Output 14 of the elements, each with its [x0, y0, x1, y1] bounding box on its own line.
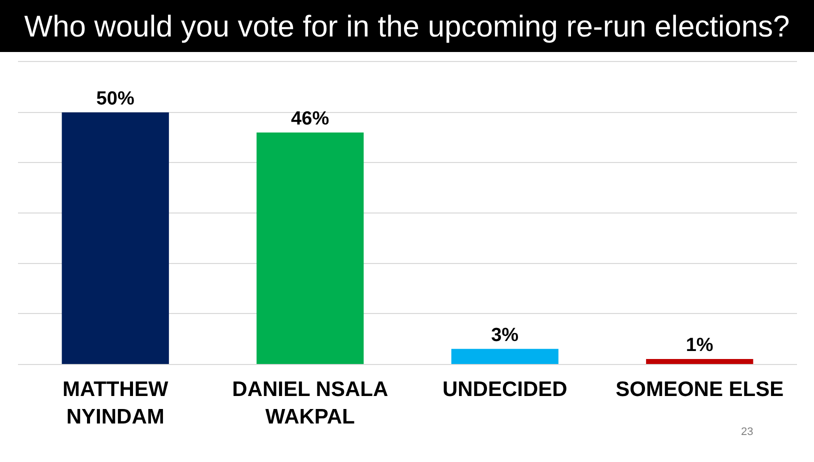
bar — [62, 112, 169, 364]
data-label: 46% — [291, 108, 330, 130]
x-tick-label: UNDECIDED — [442, 378, 568, 402]
bar — [646, 358, 754, 364]
x-tick-label: DANIEL NSALA WAKPAL — [232, 378, 388, 428]
data-label: 50% — [96, 88, 134, 110]
data-label: 1% — [686, 334, 714, 356]
bar — [256, 132, 364, 364]
x-tick-label: SOMEONE ELSE — [616, 378, 784, 402]
bar — [451, 348, 558, 364]
chart-title: Who would you vote for in the upcoming re-run elections? — [24, 10, 790, 44]
x-tick-label: MATTHEW NYINDAM — [62, 378, 168, 428]
data-label: 3% — [491, 324, 519, 346]
text: 23 — [741, 426, 754, 438]
